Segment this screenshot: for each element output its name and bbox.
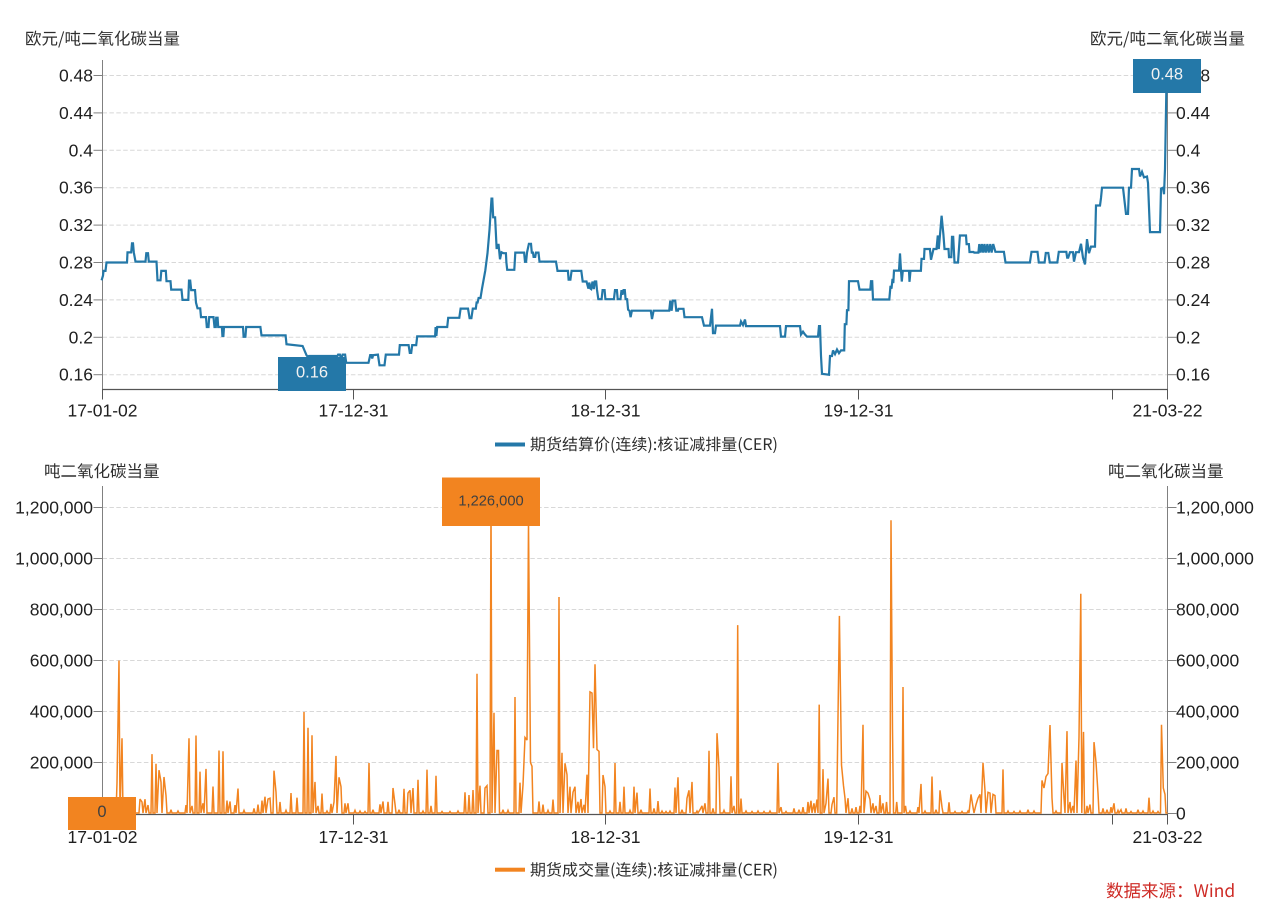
svg-text:0.32: 0.32 (1176, 215, 1210, 235)
svg-text:0.44: 0.44 (1176, 103, 1210, 123)
svg-text:1,000,000: 1,000,000 (15, 549, 93, 569)
svg-text:0.36: 0.36 (1176, 178, 1210, 198)
svg-text:17-01-02: 17-01-02 (67, 827, 137, 847)
svg-text:21-03-22: 21-03-22 (1132, 401, 1202, 421)
svg-text:0.4: 0.4 (1176, 140, 1201, 160)
svg-text:0.32: 0.32 (59, 215, 93, 235)
svg-text:18-12-31: 18-12-31 (570, 827, 640, 847)
svg-text:0.48: 0.48 (1151, 65, 1183, 83)
svg-text:19-12-31: 19-12-31 (823, 401, 893, 421)
svg-text:600,000: 600,000 (30, 651, 94, 671)
svg-text:0.2: 0.2 (69, 327, 93, 347)
svg-text:17-01-02: 17-01-02 (67, 401, 137, 421)
svg-text:0.44: 0.44 (59, 103, 93, 123)
svg-text:0.28: 0.28 (59, 253, 93, 273)
svg-text:0.48: 0.48 (59, 66, 93, 86)
svg-text:1,200,000: 1,200,000 (15, 498, 93, 518)
svg-text:800,000: 800,000 (1176, 600, 1240, 620)
svg-text:18-12-31: 18-12-31 (570, 401, 640, 421)
svg-text:0.2: 0.2 (1176, 327, 1200, 347)
svg-text:0.16: 0.16 (59, 365, 93, 385)
svg-text:0.4: 0.4 (69, 140, 94, 160)
svg-text:0.24: 0.24 (1176, 290, 1210, 310)
svg-text:1,000,000: 1,000,000 (1176, 549, 1254, 569)
svg-text:1,200,000: 1,200,000 (1176, 498, 1254, 518)
svg-text:400,000: 400,000 (30, 702, 94, 722)
svg-text:19-12-31: 19-12-31 (823, 827, 893, 847)
svg-text:0: 0 (97, 803, 106, 821)
svg-text:600,000: 600,000 (1176, 651, 1240, 671)
svg-text:17-12-31: 17-12-31 (318, 401, 388, 421)
svg-text:1,226,000: 1,226,000 (458, 493, 523, 509)
svg-text:21-03-22: 21-03-22 (1132, 827, 1202, 847)
svg-text:0.36: 0.36 (59, 178, 93, 198)
svg-text:200,000: 200,000 (1176, 753, 1240, 773)
svg-text:0.16: 0.16 (296, 363, 328, 381)
svg-text:0.16: 0.16 (1176, 365, 1210, 385)
svg-text:400,000: 400,000 (1176, 702, 1240, 722)
svg-text:200,000: 200,000 (30, 753, 94, 773)
svg-text:17-12-31: 17-12-31 (318, 827, 388, 847)
svg-text:0: 0 (1176, 804, 1186, 824)
svg-text:0.24: 0.24 (59, 290, 93, 310)
svg-text:800,000: 800,000 (30, 600, 94, 620)
svg-text:0.28: 0.28 (1176, 253, 1210, 273)
